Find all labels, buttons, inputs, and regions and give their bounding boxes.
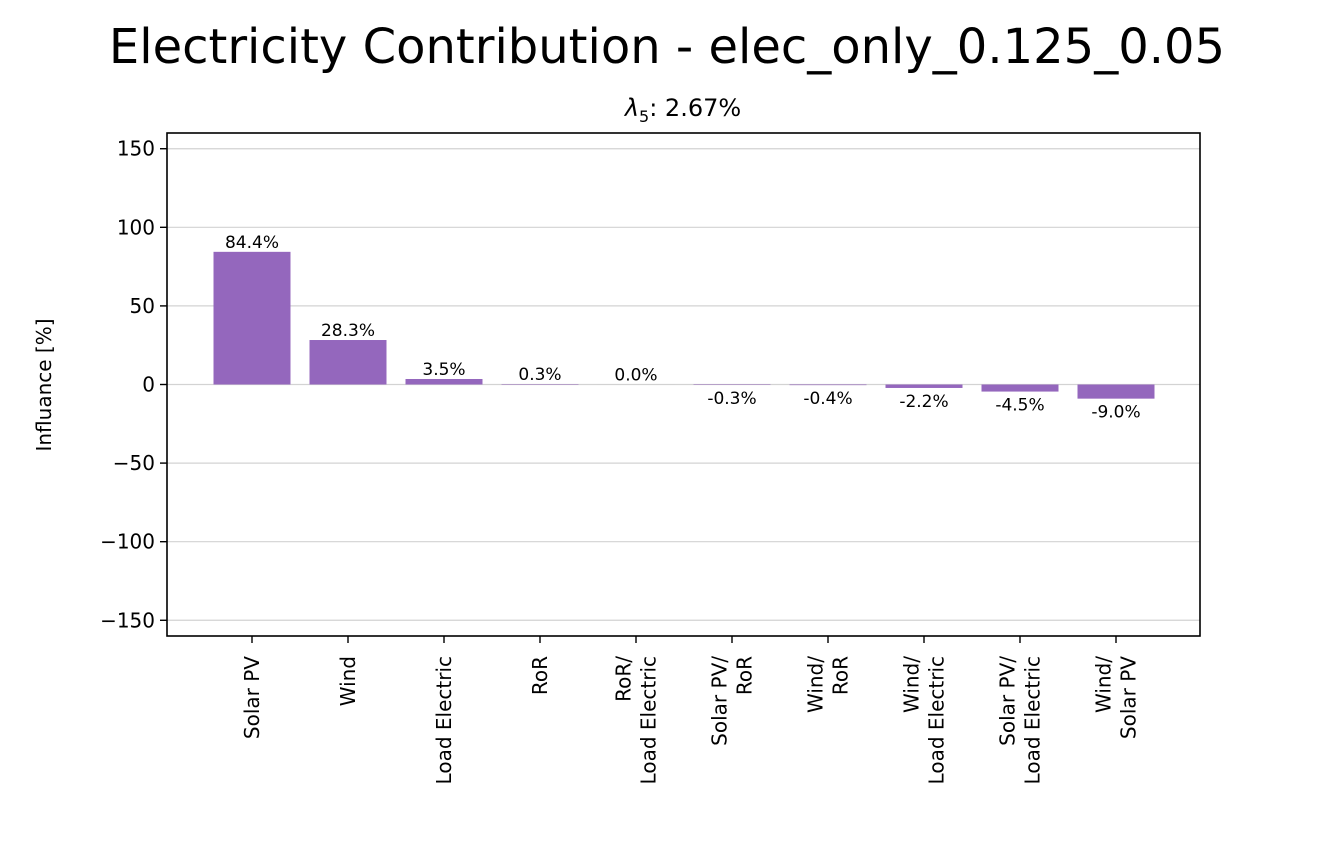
subtitle-value: : 2.67% (649, 94, 741, 122)
x-tick-label: RoR (829, 656, 853, 695)
x-tick-label: RoR/ (612, 656, 636, 702)
bar-value-label: -0.3% (707, 389, 756, 409)
x-tick-label: Load Electric (432, 656, 456, 784)
bars (213, 251, 1155, 399)
bar (789, 384, 867, 386)
bar-value-label: 3.5% (422, 360, 465, 380)
chart-subtitle: λ5: 2.67% (623, 94, 741, 126)
x-tick-label: Load Electric (925, 656, 949, 784)
x-tick-label: Solar PV/ (708, 656, 732, 746)
bar-value-label: 28.3% (321, 321, 375, 341)
bar-value-labels: 84.4% 28.3% 3.5% 0.3% 0.0% -0.3% -0.4% -2.2% -4.… (225, 233, 1141, 423)
x-tick-label: Solar PV (240, 656, 264, 739)
y-tick-label: 0 (142, 373, 155, 397)
y-tick-label: 150 (117, 137, 155, 161)
y-tick-label: −100 (100, 530, 155, 554)
subtitle-lambda-symbol: λ (623, 94, 639, 122)
bar-value-label: -4.5% (995, 396, 1044, 416)
x-tick-label: Wind/ (900, 656, 924, 713)
x-tick-label: Wind (336, 656, 360, 706)
bar-value-label: 0.0% (614, 366, 657, 386)
x-tick-label: RoR (528, 656, 552, 695)
bar (213, 251, 291, 385)
bar (309, 340, 387, 385)
bar-value-label: -0.4% (803, 389, 852, 409)
bar-value-label: 0.3% (518, 365, 561, 385)
x-tick-label: Wind/ (804, 656, 828, 713)
y-tick-label: 100 (117, 215, 155, 239)
x-tick-label: Solar PV/ (996, 656, 1020, 746)
bar-value-label: 84.4% (225, 233, 279, 253)
bar-value-label: -9.0% (1091, 403, 1140, 423)
y-axis: 150 100 50 0 −50 −100 −150 (100, 137, 167, 632)
bar (885, 384, 963, 388)
x-tick-label: Load Electric (637, 656, 661, 784)
y-axis-label: Influance [%] (32, 318, 56, 451)
bar (1077, 384, 1155, 399)
x-tick-label: Wind/ (1092, 656, 1116, 713)
bar (981, 384, 1059, 392)
x-tick-label: Load Electric (1021, 656, 1045, 784)
x-tick-label: Solar PV (1117, 656, 1141, 739)
chart-title: Electricity Contribution - elec_only_0.1… (109, 19, 1225, 75)
y-tick-label: −150 (100, 608, 155, 632)
bar-value-label: -2.2% (899, 392, 948, 412)
y-tick-label: 50 (130, 294, 155, 318)
subtitle-subscript: 5 (639, 107, 649, 126)
x-tick-label: RoR (733, 656, 757, 695)
y-tick-label: −50 (113, 451, 155, 475)
x-axis: Solar PV Wind Load Electric RoR RoR/Load Ele… (240, 636, 1141, 784)
bar (405, 378, 483, 385)
